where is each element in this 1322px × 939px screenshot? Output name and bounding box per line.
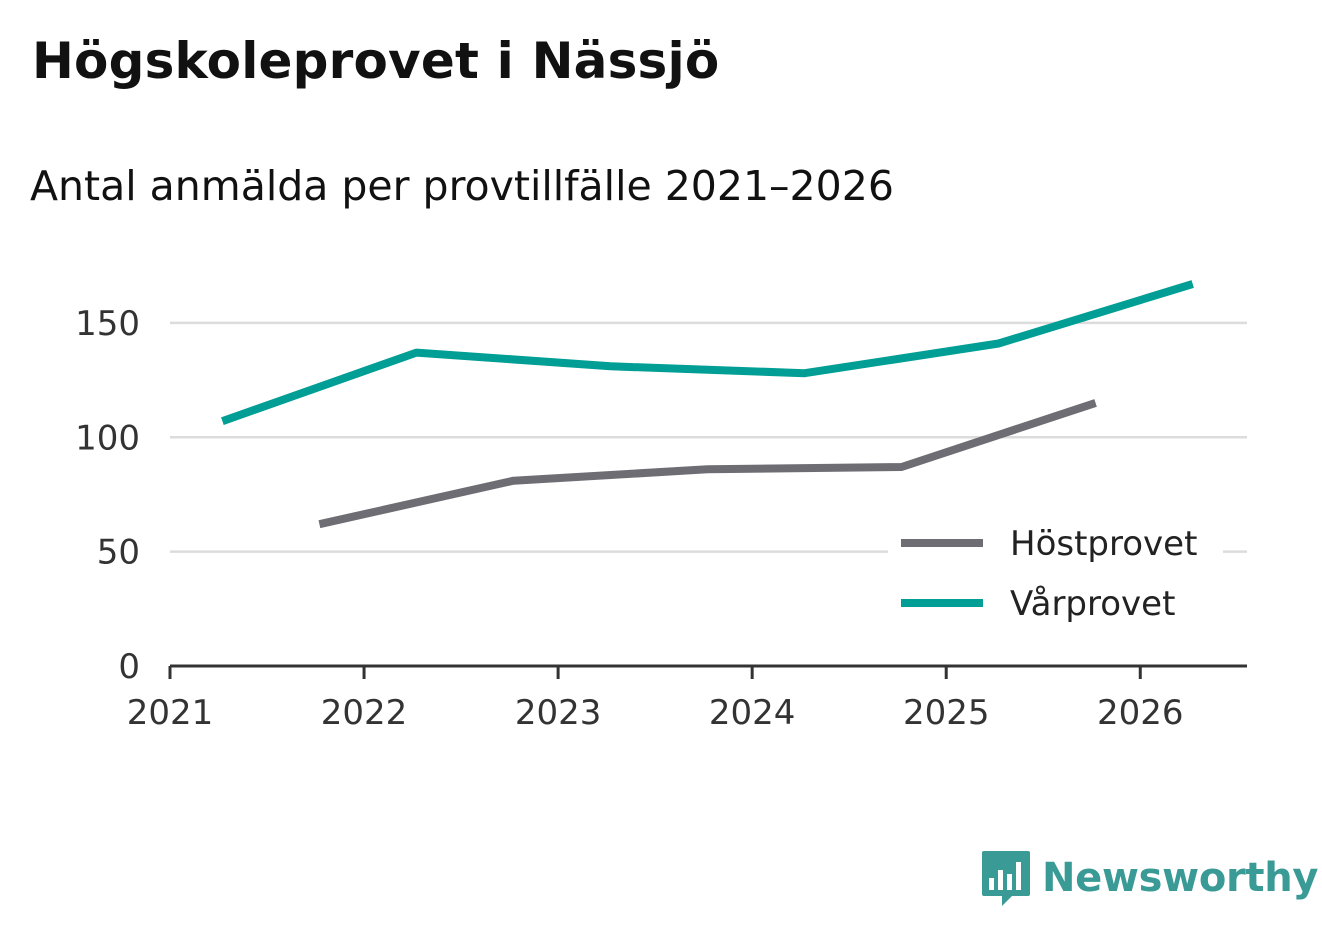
y-tick-label: 50	[97, 533, 140, 573]
legend-label: Vårprovet	[1010, 584, 1175, 624]
series-line-1	[221, 280, 1194, 425]
series-lines	[221, 280, 1194, 529]
x-tick-label: 2023	[515, 693, 602, 733]
x-tick-label: 2026	[1097, 693, 1184, 733]
x-tick-label: 2025	[903, 693, 990, 733]
x-tick-label: 2022	[321, 693, 408, 733]
legend-background	[888, 518, 1223, 638]
x-tick-label: 2021	[127, 693, 214, 733]
chart-title: Högskoleprovet i Nässjö	[32, 32, 720, 90]
legend: Höstprovet Vårprovet	[888, 518, 1223, 638]
x-tick-label: 2024	[709, 693, 796, 733]
x-axis: 2021 2022 2023 2024 2025 2026	[127, 664, 1247, 733]
brand-name: Newsworthy	[1042, 855, 1319, 901]
y-tick-label: 150	[75, 304, 140, 344]
bar-chart-speech-icon	[982, 851, 1030, 906]
grid-lines	[170, 321, 1247, 553]
y-tick-label: 0	[118, 647, 140, 687]
series-line-0	[318, 399, 1097, 529]
y-tick-label: 100	[75, 418, 140, 458]
newsworthy-logo: Newsworthy	[980, 848, 1319, 908]
y-axis-labels: 0 50 100 150	[75, 304, 140, 687]
legend-label: Höstprovet	[1010, 524, 1197, 564]
chart-subtitle: Antal anmälda per provtillfälle 2021–202…	[30, 162, 894, 210]
